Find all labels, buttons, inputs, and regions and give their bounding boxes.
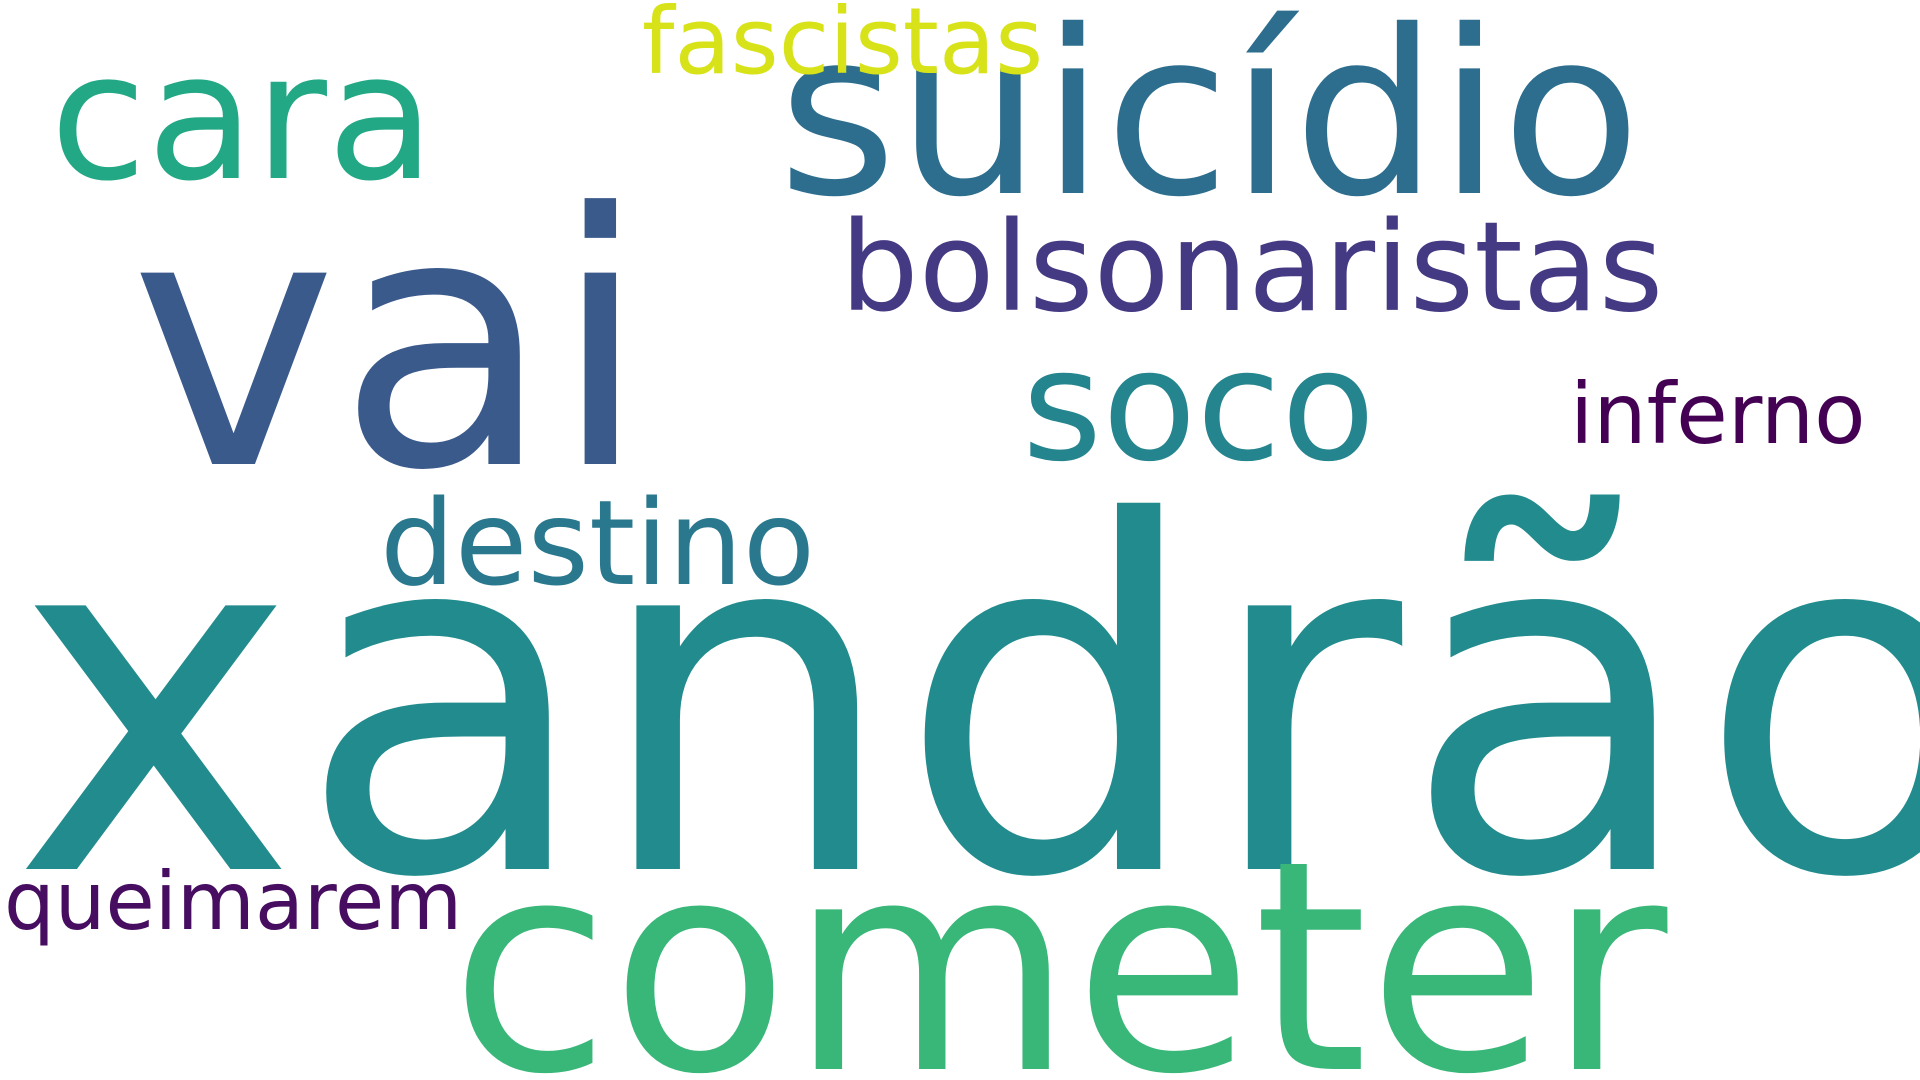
word-suicidio: suicídio	[778, 0, 1641, 247]
word-queimarem: queimarem	[4, 855, 463, 948]
word-fascistas: fascistas	[642, 0, 1044, 95]
word-vai: vai	[130, 139, 649, 547]
word-inferno: inferno	[1570, 365, 1866, 463]
word-destino: destino	[380, 474, 816, 612]
word-bolsonaristas: bolsonaristas	[840, 196, 1664, 340]
word-cometer: cometer	[450, 798, 1668, 1080]
word-cara: cara	[50, 15, 435, 220]
word-soco: soco	[1022, 317, 1376, 496]
word-xandrao: xandrão	[12, 422, 1920, 983]
